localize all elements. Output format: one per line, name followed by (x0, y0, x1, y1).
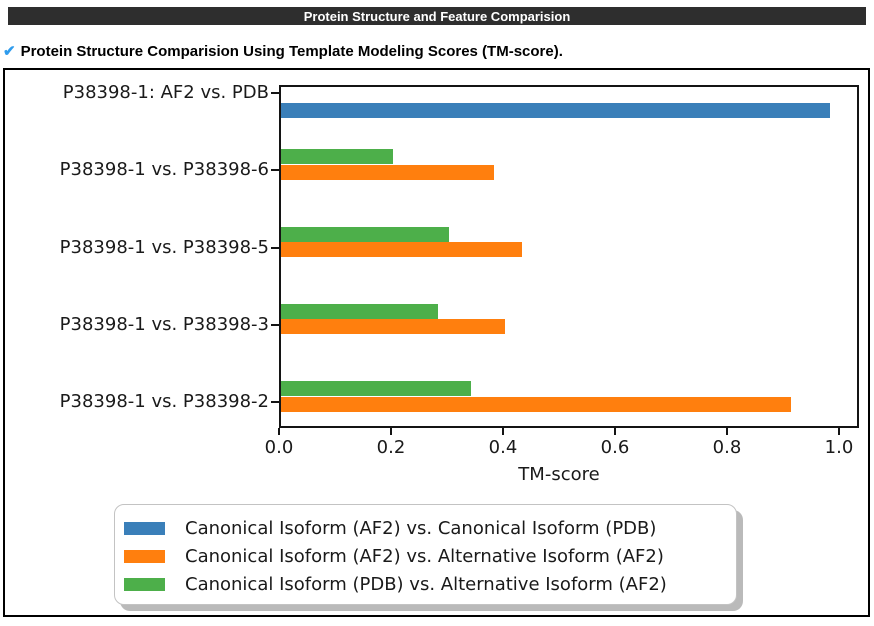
legend-label: Canonical Isoform (AF2) vs. Canonical Is… (185, 517, 657, 539)
bar (281, 303, 438, 319)
bar (281, 242, 522, 257)
bar (281, 319, 505, 335)
y-tick (271, 169, 279, 172)
legend: Canonical Isoform (AF2) vs. Canonical Is… (114, 504, 737, 605)
y-tick (271, 92, 279, 94)
y-axis-label: P38398-1 vs. P38398-2 (59, 391, 269, 412)
bar (281, 103, 830, 118)
subtitle-text: Protein Structure Comparision Using Temp… (20, 43, 563, 60)
x-tick (502, 428, 504, 435)
y-axis-label: P38398-1 vs. P38398-6 (59, 159, 269, 181)
x-tick (390, 428, 392, 435)
section-subtitle: ✔ Protein Structure Comparision Using Te… (3, 43, 563, 60)
x-tick (614, 428, 616, 435)
legend-item: Canonical Isoform (AF2) vs. Canonical Is… (124, 514, 736, 542)
y-tick (271, 323, 279, 326)
x-tick-label: 0.8 (712, 437, 742, 458)
x-tick-label: 1.0 (824, 437, 854, 458)
x-tick-label: 0.2 (376, 437, 406, 458)
legend-label: Canonical Isoform (AF2) vs. Alternative … (185, 545, 664, 567)
legend-swatch (124, 549, 165, 563)
x-tick (838, 428, 840, 435)
header-bar: Protein Structure and Feature Comparisio… (8, 7, 866, 25)
x-tick (726, 428, 728, 435)
y-tick (271, 401, 279, 403)
x-tick-label: 0.0 (264, 437, 294, 458)
legend-swatch (124, 577, 165, 591)
x-axis-label: TM-score (518, 464, 600, 485)
bar (281, 226, 449, 242)
page-title: Protein Structure and Feature Comparisio… (303, 8, 571, 24)
bar (281, 149, 393, 165)
x-tick-label: 0.6 (600, 437, 630, 458)
bar (281, 164, 494, 180)
x-tick-label: 0.4 (488, 437, 518, 458)
y-axis-label: P38398-1: AF2 vs. PDB (62, 82, 269, 103)
plot-area (279, 85, 859, 428)
y-axis-label: P38398-1 vs. P38398-3 (59, 313, 269, 335)
legend-item: Canonical Isoform (AF2) vs. Alternative … (124, 542, 736, 570)
legend-swatch (124, 521, 165, 535)
bar (281, 381, 472, 396)
check-icon: ✔ (3, 43, 16, 60)
y-tick (271, 246, 279, 249)
bar (281, 396, 791, 412)
legend-label: Canonical Isoform (PDB) vs. Alternative … (185, 573, 667, 595)
figure-box: P38398-1: AF2 vs. PDB P38398-1 vs. P38398… (3, 68, 870, 617)
y-axis-label: P38398-1 vs. P38398-5 (59, 236, 269, 258)
x-tick (278, 428, 280, 435)
legend-item: Canonical Isoform (PDB) vs. Alternative … (124, 570, 736, 598)
